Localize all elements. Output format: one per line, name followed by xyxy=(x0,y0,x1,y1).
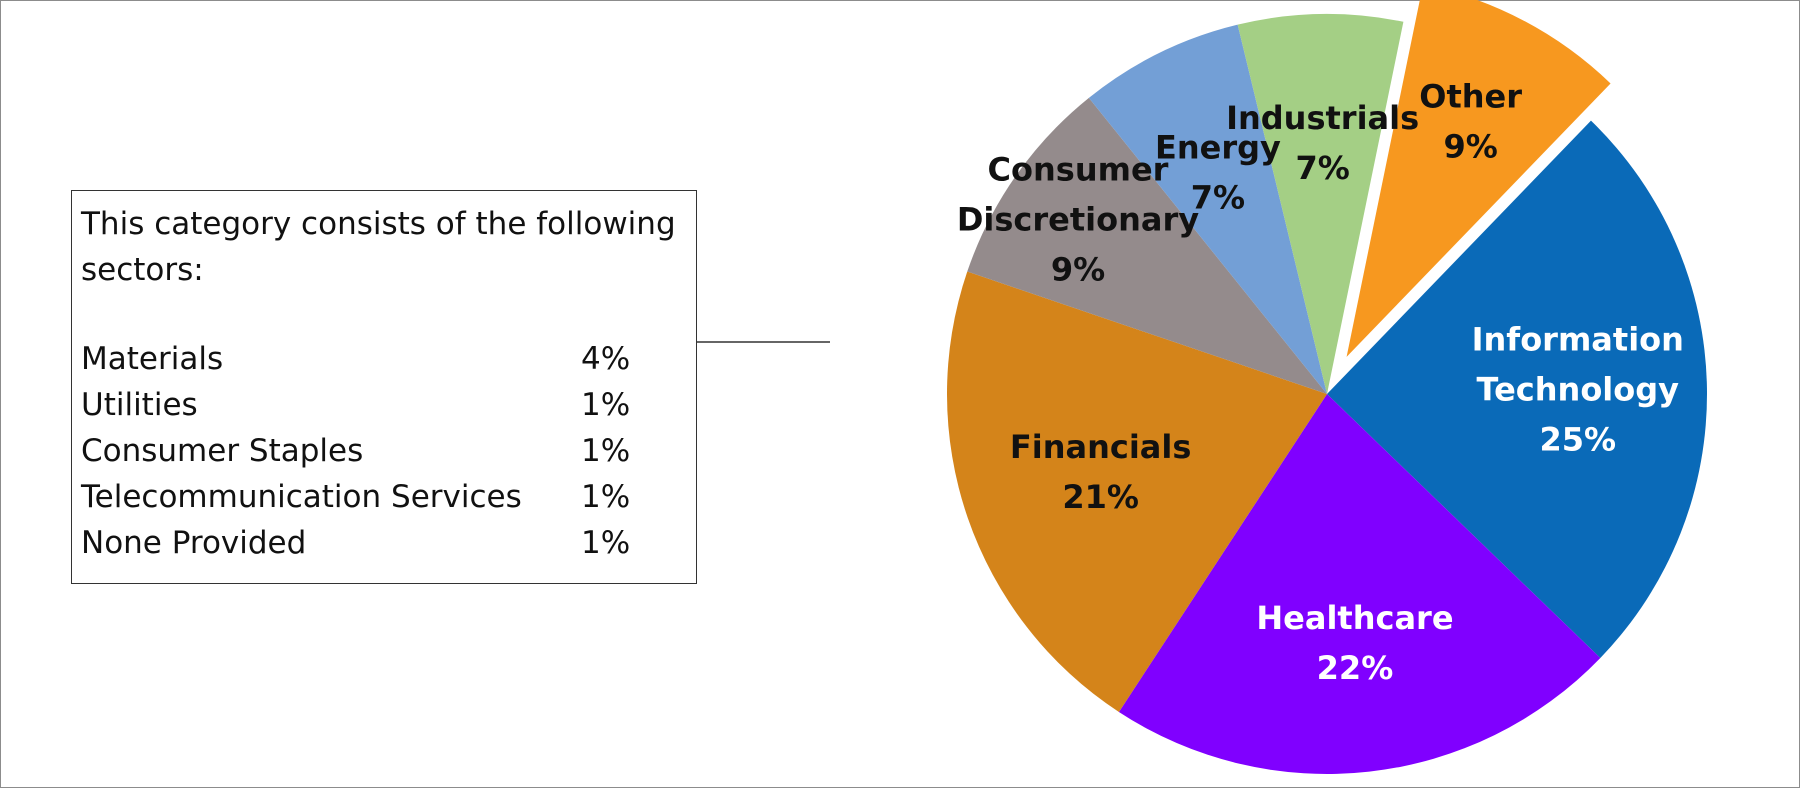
pie-labels: Information Technology 25% Healthcare 22% Fin… xyxy=(957,78,1684,688)
callout-row-label: Utilities xyxy=(81,387,198,423)
pie-slices xyxy=(946,0,1707,774)
pie-slice-other xyxy=(1346,0,1611,357)
pie-slice-energy xyxy=(1088,24,1327,395)
pie-slice-consumer-discretionary xyxy=(967,97,1327,395)
callout-row-value: 1% xyxy=(581,433,631,469)
callout-row-label: Materials xyxy=(81,341,224,377)
pie-slice-financials xyxy=(946,271,1327,712)
pie-label-information-technology: Information Technology 25% xyxy=(1472,321,1684,459)
callout-row-label: Consumer Staples xyxy=(81,433,364,469)
pie-label-energy: Energy 7% xyxy=(1155,128,1281,216)
pie-label-financials: Financials 21% xyxy=(1010,428,1192,516)
pie-label-consumer-discretionary: Consumer Discretionary 9% xyxy=(957,151,1199,289)
pie-label-healthcare: Healthcare 22% xyxy=(1256,599,1453,687)
pie-label-industrials: Industrials 7% xyxy=(1226,99,1419,187)
callout-intro: This category consists of the following … xyxy=(81,206,676,288)
callout-row-value: 4% xyxy=(581,341,631,377)
callout-row-value: 1% xyxy=(581,525,631,561)
callout-row-value: 1% xyxy=(581,479,631,515)
callout-row-value: 1% xyxy=(581,387,631,423)
pie-slice-healthcare xyxy=(1118,394,1601,774)
pie-slice-information-technology xyxy=(1327,120,1707,658)
callout-row-label: None Provided xyxy=(81,525,307,561)
other-breakdown-callout: This category consists of the following … xyxy=(71,190,697,584)
pie-slice-industrials xyxy=(1237,14,1404,395)
pie-label-other: Other 9% xyxy=(1419,78,1522,166)
callout-row-label: Telecommunication Services xyxy=(81,479,522,515)
